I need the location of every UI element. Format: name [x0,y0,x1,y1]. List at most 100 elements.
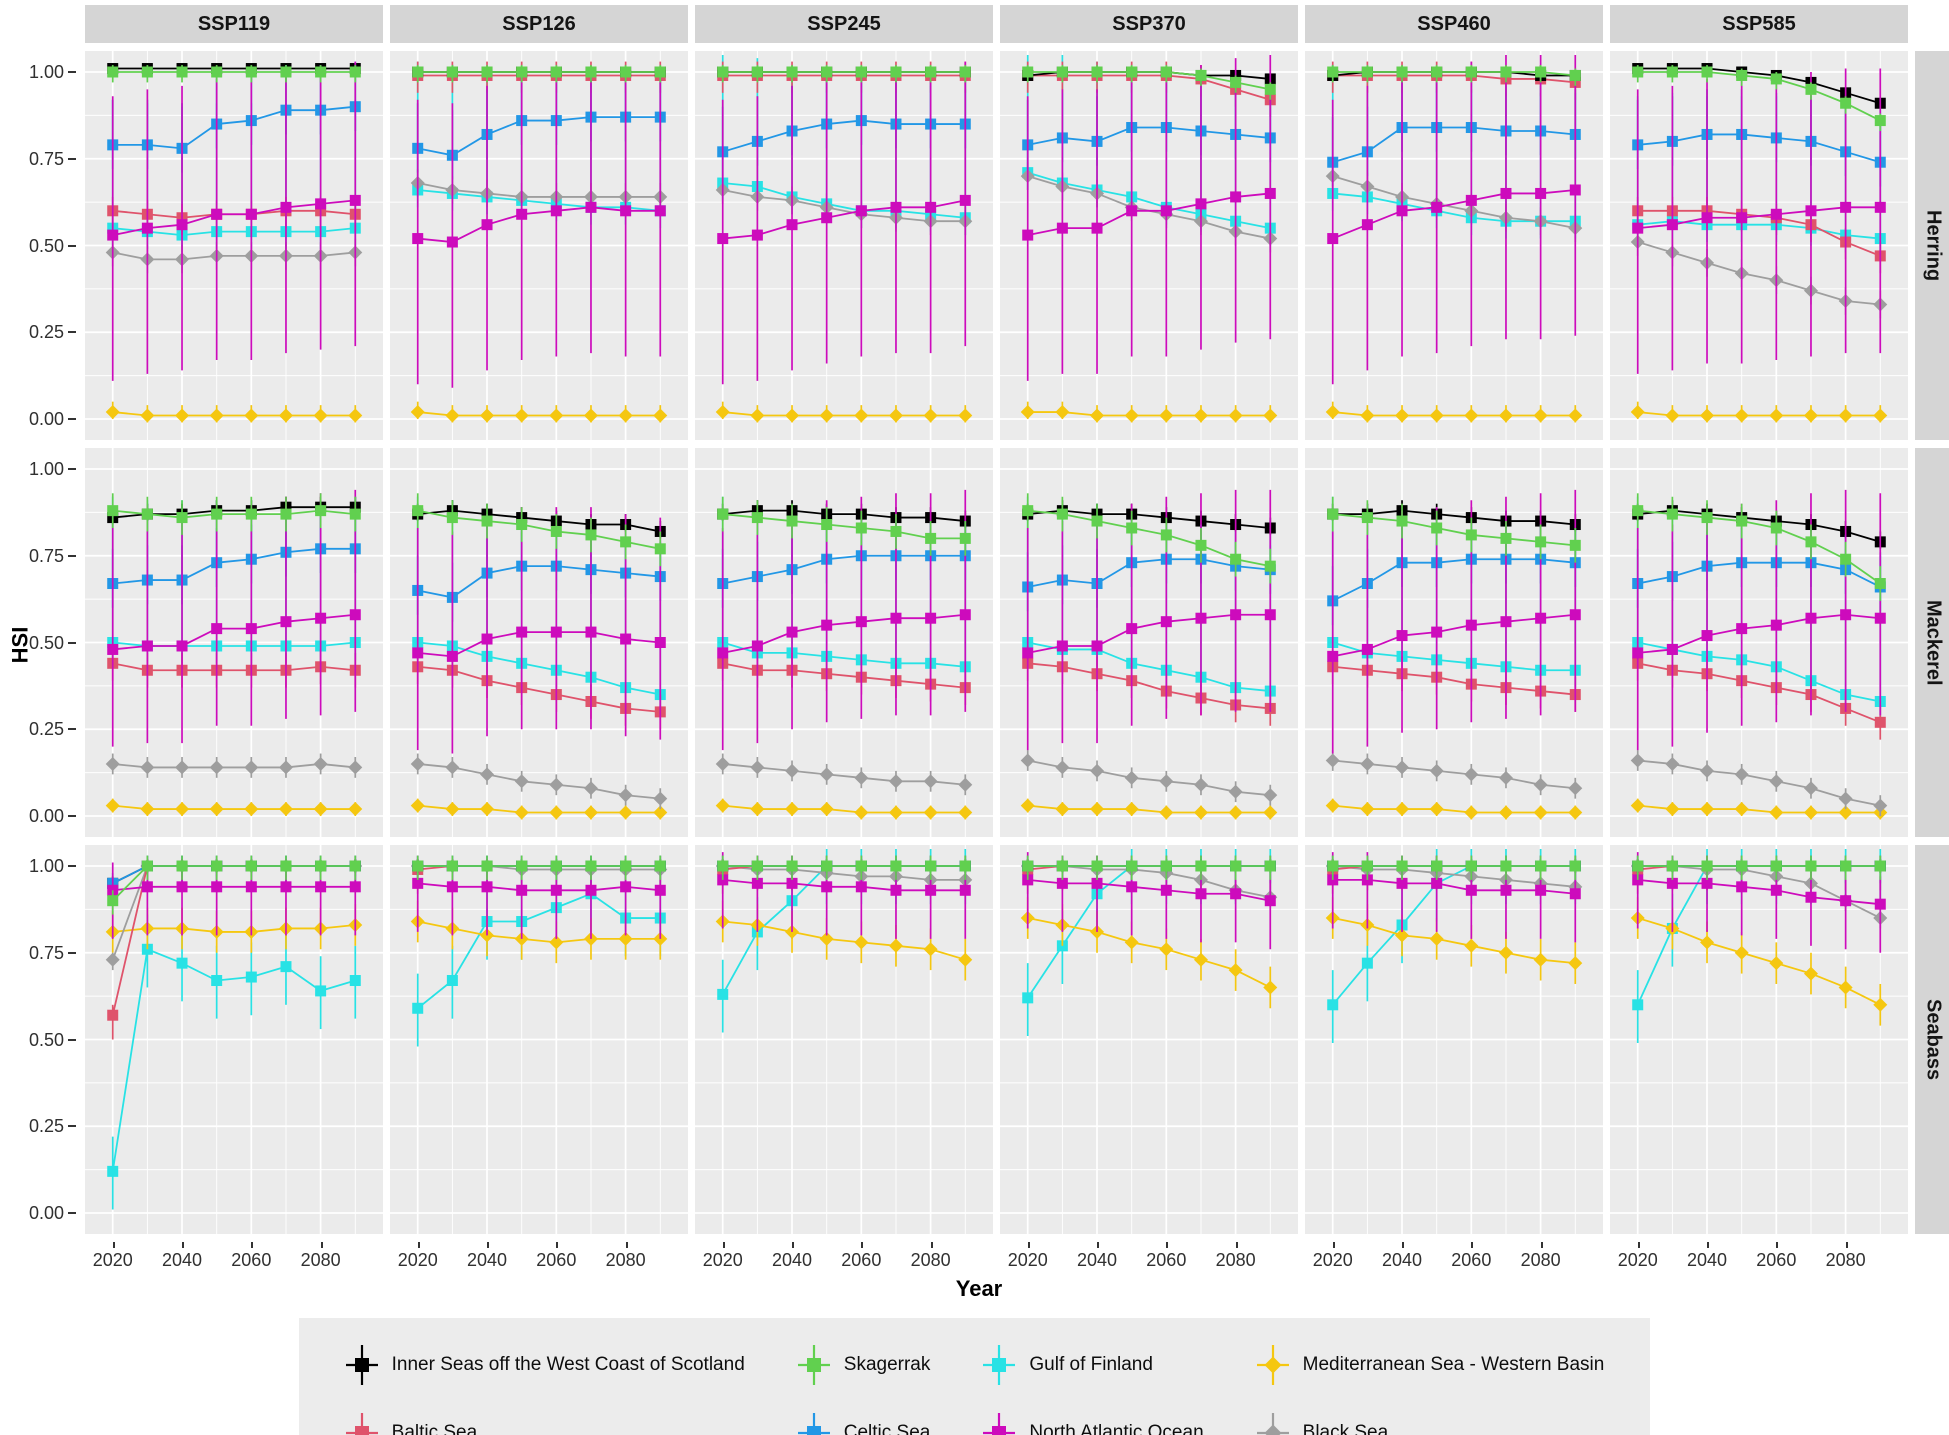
panel-wrap-Herring-SSP585 [1610,51,1908,440]
y-tick-mark [68,728,76,731]
x-tick-label: 2080 [1520,1250,1561,1270]
x-axis-SSP119: 2020 2040 2060 2080 [85,1242,383,1270]
x-tick-mark [1097,1242,1100,1248]
panel-Mackerel-SSP119 [85,448,383,837]
panel-Herring-SSP119 [85,51,383,440]
facet-strip-SSP370: SSP370 [1000,5,1298,43]
legend-key-icon-cel [797,1413,830,1435]
legend-item-fin: Gulf of Finland [982,1342,1203,1388]
x-tick-mark [1540,1242,1543,1248]
y-tick-mark [68,331,76,334]
x-tick-mark [625,1242,628,1248]
x-tick-label: 2020 [1617,1250,1658,1270]
series-med [1325,401,1583,423]
series-nat [1327,55,1581,385]
x-tick-mark [320,1242,323,1248]
facet-strip-label: Seabass [1922,998,1945,1081]
x-axis-SSP460: 2020 2040 2060 2080 [1305,1242,1603,1270]
series-nat [412,507,666,754]
facet-strip-label: SSP370 [1112,12,1186,35]
panel-wrap-Seabass-SSP119 [85,845,383,1234]
legend-label: Black Sea [1302,1422,1389,1435]
x-tick-mark [1845,1242,1848,1248]
y-tick-label: 0.25 [28,1116,64,1137]
legend-item-bla: Black Sea [1256,1410,1605,1435]
x-tick-mark [861,1242,864,1248]
legend-key-icon-nat [983,1413,1016,1435]
facet-strip-label: SSP119 [197,12,271,35]
x-tick-label: 2020 [1312,1250,1353,1270]
legend-label: Baltic Sea [391,1422,478,1435]
panel-wrap-Mackerel-SSP126 [390,448,688,837]
y-tick-mark [68,951,76,954]
panel-wrap-Herring-SSP460 [1305,51,1603,440]
series-ska [107,855,361,915]
facet-strip-label: SSP126 [502,12,576,35]
series-ska [717,65,971,83]
facet-strip-SSP245: SSP245 [695,5,993,43]
y-tick-mark [68,418,76,420]
x-tick-mark [1402,1242,1405,1248]
facet-strip-Herring: Herring [1915,51,1949,440]
series-nat [107,61,361,381]
legend-key-icon-med [1256,1345,1289,1385]
x-tick-label: 2020 [1007,1250,1048,1270]
series-ska [717,855,971,880]
series-bla [1020,750,1278,806]
series-med [1630,798,1888,820]
x-tick-label: 2020 [397,1250,438,1270]
x-tick-label: 2060 [841,1250,882,1270]
y-tick-label: 0.25 [28,322,64,343]
y-tick-mark [68,1212,76,1214]
series-ska [1327,496,1581,563]
series-bla [410,753,668,810]
x-tick-mark [1637,1242,1640,1248]
y-tick-label: 1.00 [28,459,64,479]
panel-wrap-Seabass-SSP460 [1305,845,1603,1234]
y-axis-title: HSI [7,626,33,664]
x-tick-label: 2040 [466,1250,508,1270]
series-ska [717,496,971,556]
x-tick-mark [1707,1242,1710,1248]
panel-Mackerel-SSP245 [695,448,993,837]
y-tick-mark [68,468,76,470]
x-tick-mark [1332,1242,1335,1248]
series-ska [1632,493,1886,601]
series-ska [107,493,361,535]
legend-item-nat: North Atlantic Ocean [982,1410,1204,1435]
x-tick-label: 2080 [910,1250,951,1270]
y-tick-label: 1.00 [28,62,64,82]
panel-Mackerel-SSP126 [390,448,688,837]
y-tick-mark [68,1038,76,1041]
corner-spacer [0,5,78,43]
y-tick-mark [68,641,76,644]
x-tick-label: 2040 [1381,1250,1423,1270]
series-bla [715,753,973,796]
panel-Seabass-SSP460 [1305,845,1603,1234]
y-tick-label: 0.50 [28,1029,64,1050]
legend-item-ska: Skagerrak [797,1342,930,1388]
x-tick-mark [792,1242,795,1248]
panel-Mackerel-SSP370 [1000,448,1298,837]
x-tick-label: 2040 [1686,1250,1728,1270]
series-ska [1632,65,1886,131]
series-med [1325,798,1583,820]
facet-grid: SSP119 SSP126 SSP245 SSP370 SSP460 SSP585 1.00… [0,5,1949,1270]
y-tick-mark [68,244,76,247]
y-tick-label: 0.00 [28,1203,64,1223]
legend-key-icon-ska [797,1345,830,1385]
x-tick-label: 2040 [771,1250,813,1270]
x-tick-mark [1166,1242,1169,1248]
facet-strip-label: Herring [1922,209,1945,282]
x-tick-label: 2080 [300,1250,341,1270]
panel-wrap-Mackerel-SSP245 [695,448,993,837]
series-nat [412,68,666,388]
facet-strip-Seabass: Seabass [1915,845,1949,1234]
legend: Inner Seas off the West Coast of Scotlan… [298,1318,1651,1435]
series-nat [1022,55,1276,381]
series-med [105,401,363,423]
panel-wrap-Herring-SSP119 [85,51,383,440]
panel-wrap-Seabass-SSP245 [695,845,993,1234]
panel-Seabass-SSP126 [390,845,688,1234]
